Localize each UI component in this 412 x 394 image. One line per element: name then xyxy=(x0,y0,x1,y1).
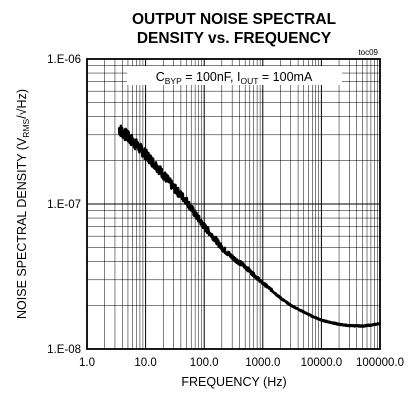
x-tick-label: 10.0 xyxy=(134,357,156,369)
x-tick-label: 1000.0 xyxy=(245,357,280,369)
annotation-background xyxy=(127,66,342,85)
y-tick-label: 1.E-07 xyxy=(47,199,81,211)
x-tick-label: 100.0 xyxy=(190,357,219,369)
chart-title-line2: DENSITY vs. FREQUENCY xyxy=(137,30,332,47)
x-tick-label: 100000.0 xyxy=(356,357,404,369)
grid xyxy=(87,59,380,349)
x-tick-label: 10000.0 xyxy=(301,357,343,369)
y-tick-label: 1.E-08 xyxy=(47,344,81,356)
y-tick-labels: 1.E-08 1.E-07 1.E-06 xyxy=(47,54,81,356)
figure-code: toc09 xyxy=(358,48,378,57)
x-tick-labels: 1.0 10.0 100.0 1000.0 10000.0 100000.0 xyxy=(79,357,404,369)
x-axis-label: FREQUENCY (Hz) xyxy=(181,375,286,389)
chart-title-line1: OUTPUT NOISE SPECTRAL xyxy=(132,11,336,28)
chart-annotation: CBYP = 100nF, IOUT = 100mA xyxy=(156,70,313,86)
noise-density-series-line xyxy=(117,124,381,328)
plot-frame xyxy=(86,58,381,350)
series-group xyxy=(117,124,381,328)
y-axis-label: NOISE SPECTRAL DENSITY (VRMS/√Hz) xyxy=(15,89,31,319)
y-tick-label: 1.E-06 xyxy=(47,54,81,66)
x-tick-label: 1.0 xyxy=(79,357,95,369)
